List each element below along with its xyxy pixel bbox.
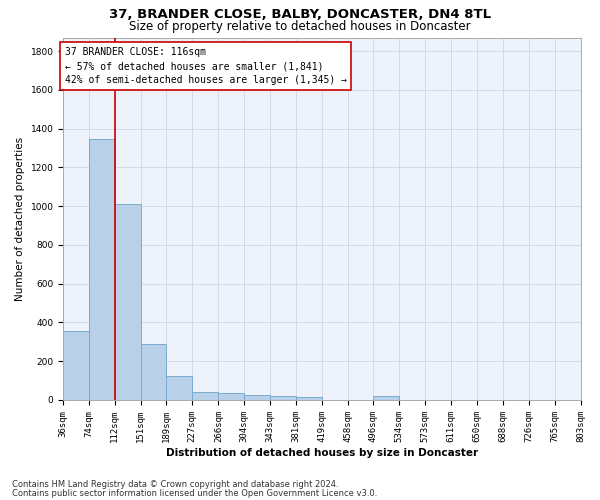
Text: 37, BRANDER CLOSE, BALBY, DONCASTER, DN4 8TL: 37, BRANDER CLOSE, BALBY, DONCASTER, DN4… [109,8,491,20]
Bar [166,376,192,400]
Bar [141,344,166,400]
Bar [115,204,141,400]
Bar [296,397,322,400]
Bar [218,393,244,400]
Bar [63,331,89,400]
Bar [244,395,271,400]
Bar [373,396,399,400]
Text: Contains public sector information licensed under the Open Government Licence v3: Contains public sector information licen… [12,489,377,498]
Y-axis label: Number of detached properties: Number of detached properties [15,136,25,301]
Text: 37 BRANDER CLOSE: 116sqm
← 57% of detached houses are smaller (1,841)
42% of sem: 37 BRANDER CLOSE: 116sqm ← 57% of detach… [65,47,347,85]
Text: Contains HM Land Registry data © Crown copyright and database right 2024.: Contains HM Land Registry data © Crown c… [12,480,338,489]
Bar [271,396,296,400]
Bar [89,140,115,400]
Bar [192,392,218,400]
X-axis label: Distribution of detached houses by size in Doncaster: Distribution of detached houses by size … [166,448,478,458]
Text: Size of property relative to detached houses in Doncaster: Size of property relative to detached ho… [129,20,471,33]
